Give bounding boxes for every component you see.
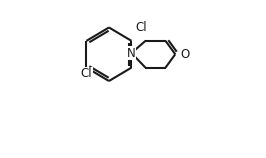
Text: Cl: Cl (135, 21, 147, 34)
Text: N: N (127, 46, 136, 60)
Text: O: O (181, 48, 190, 61)
Text: Cl: Cl (80, 67, 92, 80)
